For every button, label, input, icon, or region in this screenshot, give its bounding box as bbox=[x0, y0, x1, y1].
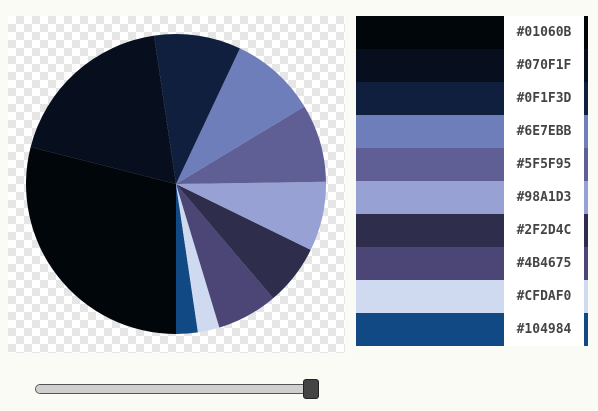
palette-row[interactable]: #4B4675 bbox=[356, 247, 588, 280]
hex-label: #01060B bbox=[504, 16, 584, 49]
pie-chart-panel bbox=[8, 16, 345, 353]
slider-fill bbox=[36, 385, 318, 393]
hex-label: #0F1F3D bbox=[504, 82, 584, 115]
color-swatch bbox=[356, 247, 504, 280]
color-swatch bbox=[356, 16, 504, 49]
color-swatch bbox=[356, 214, 504, 247]
hex-label: #CFDAF0 bbox=[504, 280, 584, 313]
color-swatch bbox=[356, 49, 504, 82]
swatch-edge bbox=[584, 82, 588, 115]
swatch-edge bbox=[584, 214, 588, 247]
hex-label: #2F2D4C bbox=[504, 214, 584, 247]
palette-row[interactable]: #5F5F95 bbox=[356, 148, 588, 181]
color-swatch bbox=[356, 82, 504, 115]
palette-row[interactable]: #98A1D3 bbox=[356, 181, 588, 214]
hex-label: #104984 bbox=[504, 313, 584, 346]
pie-slice bbox=[154, 34, 240, 184]
swatch-edge bbox=[584, 148, 588, 181]
hex-label: #6E7EBB bbox=[504, 115, 584, 148]
pie-slice bbox=[176, 184, 220, 333]
palette-row[interactable]: #104984 bbox=[356, 313, 588, 346]
palette-row[interactable]: #6E7EBB bbox=[356, 115, 588, 148]
swatch-edge bbox=[584, 313, 588, 346]
pie-slice bbox=[176, 184, 311, 299]
slider-track[interactable] bbox=[35, 384, 319, 394]
color-swatch bbox=[356, 115, 504, 148]
hex-label: #5F5F95 bbox=[504, 148, 584, 181]
pie-slice bbox=[176, 184, 198, 334]
palette-row[interactable]: #0F1F3D bbox=[356, 82, 588, 115]
pie-slice bbox=[30, 35, 177, 185]
color-swatch bbox=[356, 313, 504, 346]
palette-row[interactable]: #CFDAF0 bbox=[356, 280, 588, 313]
hex-label: #98A1D3 bbox=[504, 181, 584, 214]
color-swatch bbox=[356, 181, 504, 214]
swatch-edge bbox=[584, 247, 588, 280]
swatch-edge bbox=[584, 115, 588, 148]
palette-slider[interactable] bbox=[35, 379, 325, 401]
color-swatch bbox=[356, 280, 504, 313]
swatch-edge bbox=[584, 181, 588, 214]
palette-row[interactable]: #01060B bbox=[356, 16, 588, 49]
pie-slice bbox=[176, 184, 274, 328]
palette-row[interactable]: #070F1F bbox=[356, 49, 588, 82]
color-swatch bbox=[356, 148, 504, 181]
palette-list: #01060B #070F1F #0F1F3D #6E7EBB #5F5F95 … bbox=[356, 16, 588, 346]
palette-row[interactable]: #2F2D4C bbox=[356, 214, 588, 247]
swatch-edge bbox=[584, 49, 588, 82]
pie-slice bbox=[25, 146, 176, 335]
pie-slice bbox=[176, 106, 326, 184]
pie-slice bbox=[176, 181, 326, 250]
swatch-edge bbox=[584, 16, 588, 49]
pie-chart bbox=[25, 34, 326, 335]
pie-slice bbox=[176, 48, 305, 184]
swatch-edge bbox=[584, 280, 588, 313]
hex-label: #070F1F bbox=[504, 49, 584, 82]
hex-label: #4B4675 bbox=[504, 247, 584, 280]
slider-thumb[interactable] bbox=[303, 379, 319, 399]
